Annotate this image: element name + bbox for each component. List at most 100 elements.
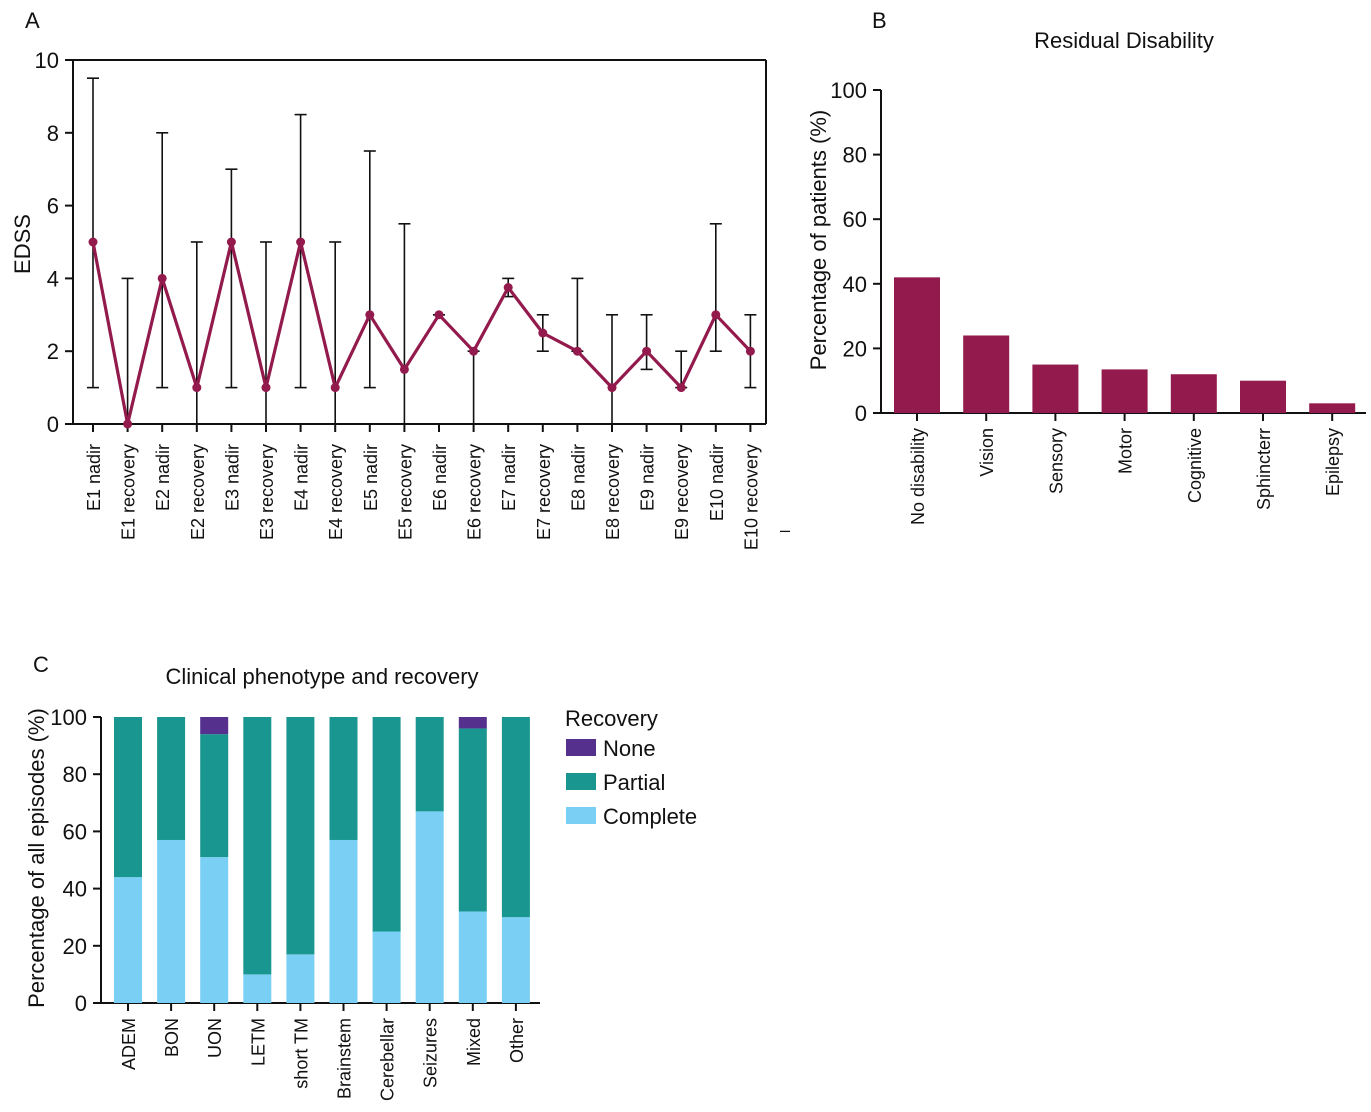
legend-label-complete: Complete [603,804,697,829]
panel-c-bar-segment-complete [458,911,487,1003]
panel-a-x-tick-label: E4 recovery [326,444,346,540]
panel-b-x-tick-label: Sphincterr [1254,428,1274,510]
panel-c-y-tick-label: 20 [63,934,87,959]
panel-a-x-tick-label: E5 recovery [395,444,415,540]
panel-a-data-point [469,346,479,356]
panel-a-x-tick-label: E9 nadir [638,444,658,511]
panel-a-x-tick-label: E6 nadir [430,444,450,511]
panel-a-data-point [157,273,167,283]
panel-c-bar-segment-partial [372,717,401,932]
panel-b-y-tick-label: 0 [855,401,867,426]
panel-b-x-tick-label: Epilepsy [1323,428,1343,496]
panel-a-x-tick-label: E6 recovery [465,444,485,540]
panel-a-y-tick-label: 0 [47,412,59,437]
panel-a-x-tick-label: E9 recovery [672,444,692,540]
panel-a-data-point [676,383,686,393]
panel-c-legend: Recovery None Partial Complete [565,706,697,829]
panel-b-y-tick-label: 80 [843,143,867,168]
panel-c-y-tick-label: 80 [63,762,87,787]
legend-swatch-partial [566,773,596,790]
panel-a-series-line [91,240,752,426]
panel-a-x-tick-label: E3 recovery [257,444,277,540]
panel-a-data-point [745,346,755,356]
panel-a-data-point [711,310,721,320]
panel-c-bar-segment-partial [114,717,142,878]
panel-a-data-point [296,237,306,247]
panel-a-data-point [88,237,98,247]
panel-c-bar-segment-partial [458,728,487,912]
panel-a-x-tick-label: E2 recovery [188,444,208,540]
panel-b-y-axis-label: Percentage of patients (%) [806,110,831,370]
panel-c-y-tick-label: 0 [75,991,87,1016]
panel-a-x-tick-label: E1 nadir [84,444,104,511]
panel-c-bar-segment-complete [114,877,142,1003]
panel-c: C Clinical phenotype and recovery Percen… [24,652,697,1101]
panel-b-y-tick-label: 20 [843,336,867,361]
panel-a-y-axis-label: EDSS [10,214,35,274]
panel-b-y-tick-label: 40 [843,272,867,297]
panel-a-data-point [226,237,236,247]
panel-c-y-tick-label: 100 [50,705,87,730]
panel-b-bar [1309,403,1356,413]
legend-label-partial: Partial [603,770,665,795]
panel-a-data-point [538,328,548,338]
panel-c-y-tick-label: 40 [63,877,87,902]
panel-a-stray-mark: – [780,520,790,540]
panel-b-y-tick-label: 60 [843,207,867,232]
panel-b-x-tick-label: Motor [1116,428,1136,474]
panel-c-bar-segment-partial [329,717,358,840]
panel-c-bar-segment-complete [415,811,444,1003]
panel-a-x-tick-label: E3 nadir [222,444,242,511]
panel-c-x-tick-label: Cerebellar [378,1018,398,1101]
panel-b-bar [1240,380,1286,413]
panel-a-x-tick-label: E4 nadir [292,444,312,511]
panel-b-bar [894,277,940,413]
panel-a-data-point [261,383,271,393]
panel-b-x-tick-label: Sensory [1046,428,1066,494]
panel-c-bar-segment-partial [157,717,186,840]
panel-c-x-tick-label: ADEM [119,1018,139,1070]
panel-a-data-point [192,383,202,393]
panel-b-bar [1032,364,1079,413]
panel-a-data-point [642,346,652,356]
legend-label-none: None [603,736,656,761]
legend-swatch-none [566,739,596,756]
panel-a-data-point [123,419,133,429]
panel-c-x-tick-label: UON [205,1018,225,1058]
legend-swatch-complete [566,807,596,824]
panel-c-x-tick-label: short TM [291,1018,311,1089]
panel-c-bar-segment-complete [501,917,530,1003]
panel-b-title: Residual Disability [1034,28,1214,53]
panel-a-y-tick-label: 8 [47,121,59,146]
panel-c-bar-segment-partial [501,717,530,918]
panel-a-y-tick-label: 4 [47,266,59,291]
panel-a-data-point [365,310,375,320]
panel-a-data-point [503,283,513,292]
panel-a-x-tick-label: E2 nadir [153,444,173,511]
panel-a-x-tick-label: E1 recovery [119,444,139,540]
panel-c-bar-segment-complete [286,954,315,1003]
panel-c-bar-segment-complete [329,839,358,1003]
panel-a-y-tick-label: 2 [47,339,59,364]
panel-c-bar-segment-complete [372,931,401,1003]
panel-c-x-tick-label: Brainstem [335,1018,355,1099]
panel-c-bar-segment-partial [415,717,444,812]
panel-a-y-tick-label: 6 [47,194,59,219]
panel-label-c: C [33,652,49,677]
panel-c-bar-segment-complete [243,974,272,1003]
panel-c-bar-segment-complete [200,857,229,1003]
panel-c-bar-segment-complete [157,839,186,1003]
panel-c-bar-segment-partial [286,717,315,955]
panel-c-x-tick-label: Other [507,1018,527,1063]
panel-c-x-tick-label: BON [162,1018,182,1057]
panel-b-bar [963,335,1010,413]
panel-a-x-tick-label: E8 recovery [603,444,623,540]
panel-b: B Residual Disability Percentage of pati… [806,8,1366,525]
panel-a-x-tick-label: E10 nadir [707,444,727,521]
panel-label-b: B [872,8,887,33]
panel-c-bar-segment-partial [200,734,229,858]
panel-a-data-point [572,346,582,356]
panel-c-bar-segment-none [458,717,487,729]
panel-c-bar-segment-none [200,717,229,735]
